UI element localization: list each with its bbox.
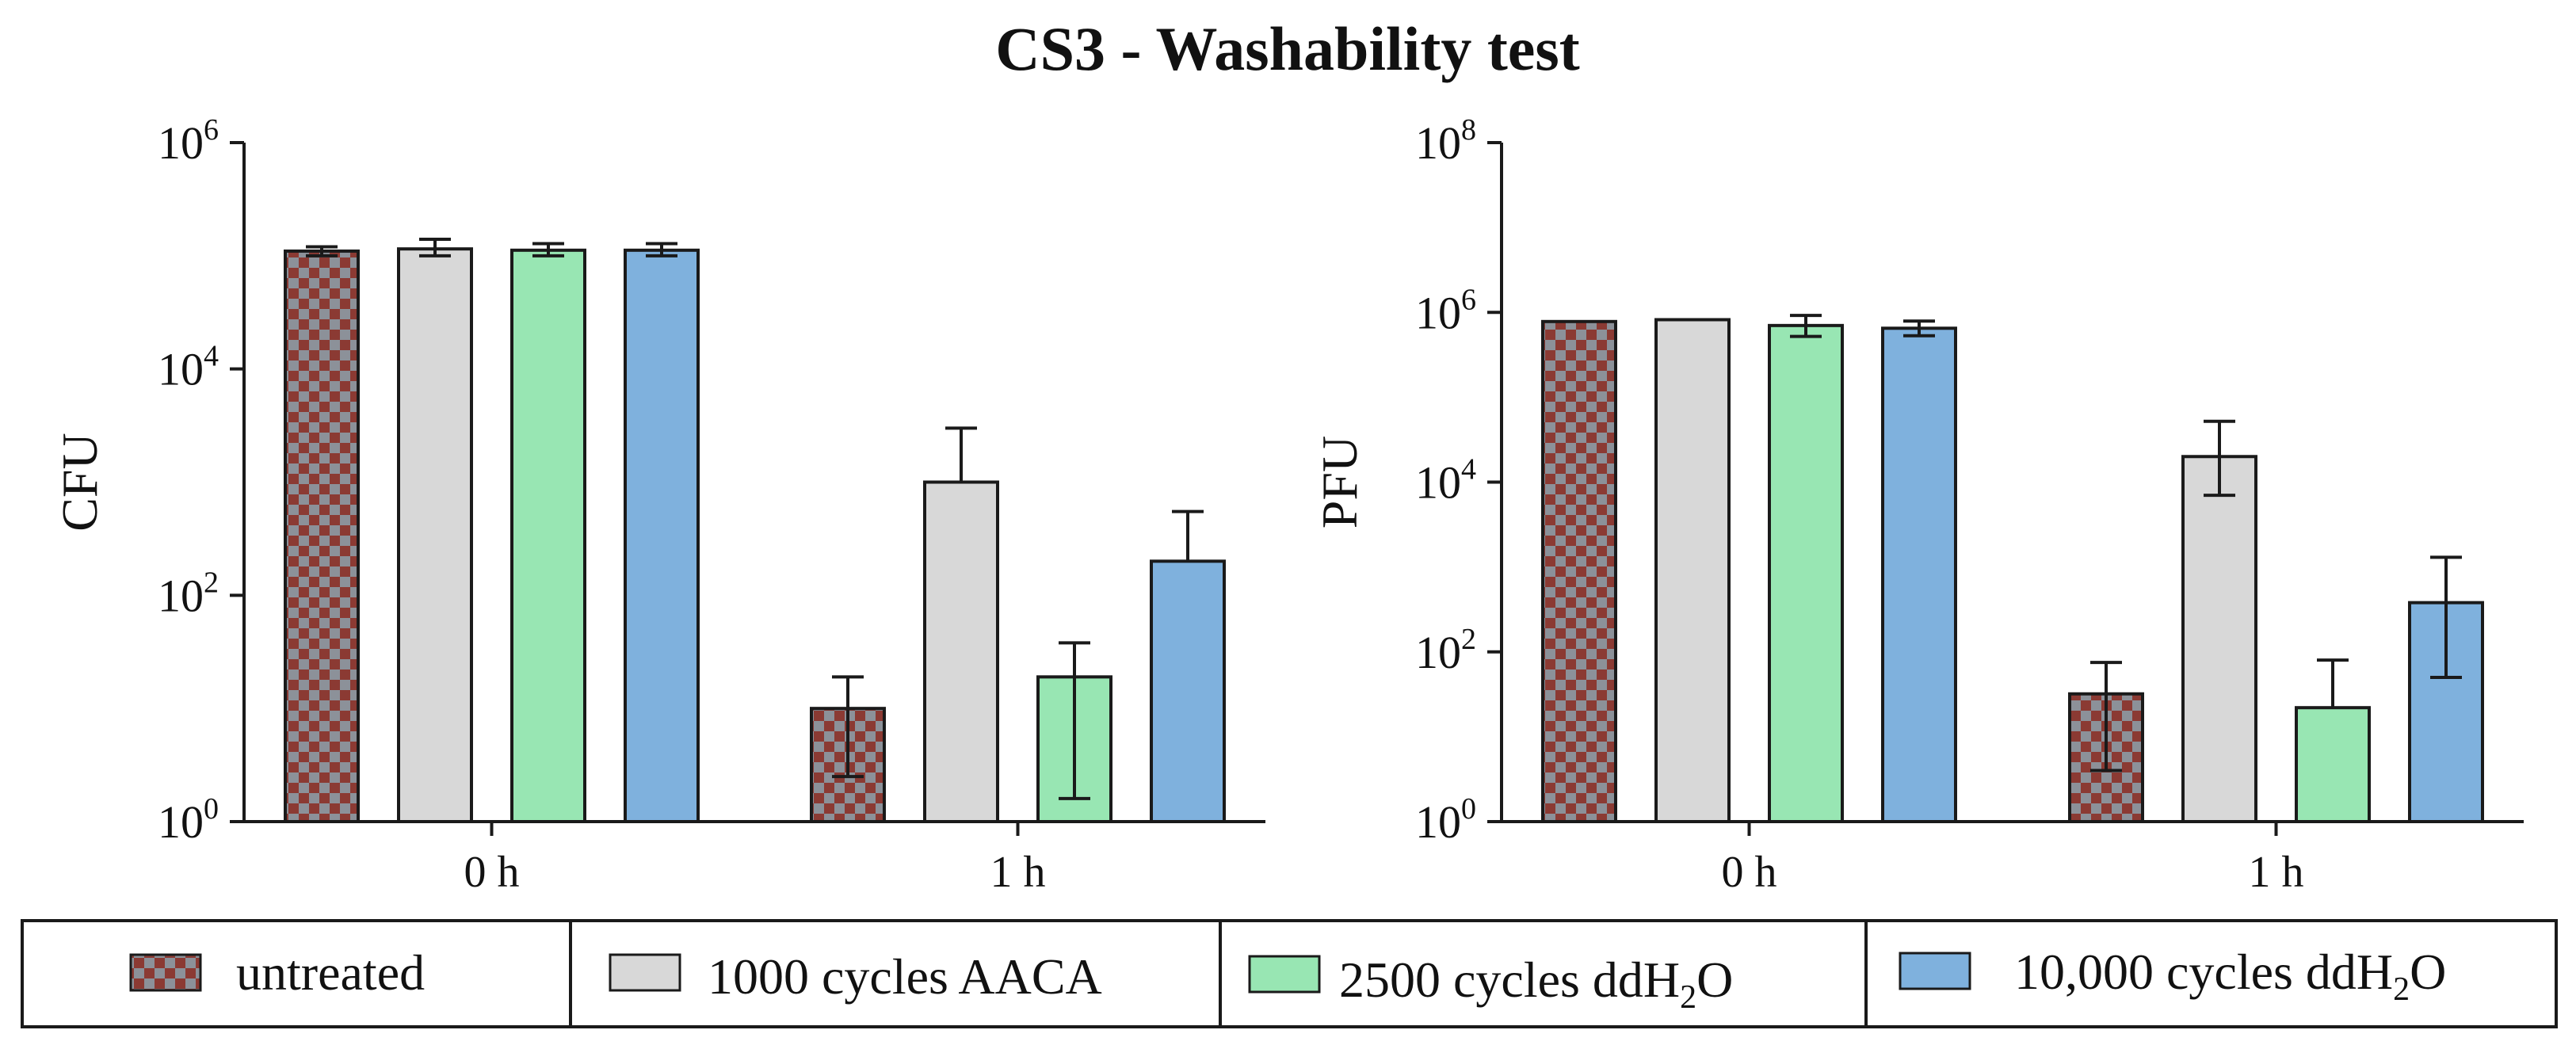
legend-swatch-dd10000 <box>1899 952 1971 990</box>
y-tick-base: 10 <box>1415 796 1461 848</box>
y-tick-exponent: 6 <box>204 113 219 147</box>
y-tick-label: 100 <box>1415 792 1476 848</box>
y-tick-label: 106 <box>1415 283 1476 338</box>
legend-item-untreated: untreated <box>129 944 425 1001</box>
legend-item-aaca: 1000 cycles AACA <box>609 948 1102 1005</box>
y-tick-base: 10 <box>158 570 204 621</box>
y-tick-exponent: 0 <box>204 792 219 826</box>
y-tick-label: 104 <box>158 340 219 395</box>
legend-frame <box>21 919 2558 1028</box>
bar-aaca <box>397 247 473 824</box>
y-tick-base: 10 <box>1415 287 1461 338</box>
legend-label-subscript: 2 <box>1680 979 1696 1016</box>
y-tick-label: 104 <box>1415 453 1476 509</box>
x-tick-label: 1 h <box>990 848 1046 897</box>
bar-aaca <box>1654 318 1731 824</box>
y-tick-exponent: 6 <box>1461 283 1476 316</box>
bar-untreated <box>1541 319 1617 823</box>
y-tick-base: 10 <box>158 344 204 395</box>
y-tick-base: 10 <box>1415 627 1461 678</box>
y-tick-exponent: 8 <box>1461 113 1476 147</box>
y-axis-label: PFU <box>1311 436 1368 528</box>
x-tick-label: 0 h <box>464 848 520 897</box>
legend-item-dd2500: 2500 cycles ddH2O <box>1248 952 1733 1016</box>
legend: untreated 1000 cycles AACA 2500 cycles d… <box>21 919 2558 1028</box>
chart-title: CS3 - Washability test <box>995 14 1580 83</box>
legend-label-subscript: 2 <box>2393 971 2410 1008</box>
bar-dd10000 <box>1150 559 1226 824</box>
bar-dd2500 <box>510 248 586 823</box>
legend-label-text: O <box>2410 944 2446 1000</box>
x-tick-label: 1 h <box>2249 848 2304 897</box>
y-tick-label: 102 <box>158 566 219 621</box>
y-tick-label: 102 <box>1415 623 1476 678</box>
y-tick-exponent: 2 <box>1461 623 1476 656</box>
y-tick-base: 10 <box>1415 457 1461 509</box>
y-tick-exponent: 2 <box>204 566 219 599</box>
y-tick-base: 10 <box>158 117 204 169</box>
y-tick-exponent: 0 <box>1461 792 1476 826</box>
bar-dd10000 <box>624 248 700 823</box>
bar-dd2500 <box>2295 706 2371 824</box>
y-tick-label: 100 <box>158 792 219 848</box>
x-tick-label: 0 h <box>1722 848 1777 897</box>
legend-label-untreated: untreated <box>236 944 425 1001</box>
legend-label-aaca: 1000 cycles AACA <box>708 948 1102 1005</box>
bar-aaca <box>923 480 999 823</box>
legend-label-text: 1000 cycles AACA <box>708 948 1102 1005</box>
y-axis-label: CFU <box>52 433 108 532</box>
legend-label-text: O <box>1696 952 1733 1008</box>
legend-label-text: 2500 cycles ddH <box>1339 952 1680 1008</box>
legend-item-dd10000: 10,000 cycles ddH2O <box>1899 944 2446 1008</box>
y-tick-base: 10 <box>158 796 204 848</box>
legend-swatch-untreated <box>129 953 202 992</box>
bar-dd10000 <box>1881 326 1957 823</box>
y-tick-exponent: 4 <box>1461 453 1476 486</box>
y-tick-label: 106 <box>158 113 219 169</box>
legend-swatch-dd2500 <box>1248 955 1321 994</box>
legend-label-text: 10,000 cycles ddH <box>2014 944 2393 1000</box>
y-tick-exponent: 4 <box>204 340 219 373</box>
legend-label-dd10000: 10,000 cycles ddH2O <box>2014 944 2446 1008</box>
y-tick-label: 108 <box>1415 113 1476 169</box>
bar-aaca <box>2181 455 2257 823</box>
legend-swatch-aaca <box>609 953 681 992</box>
legend-label-dd2500: 2500 cycles ddH2O <box>1339 952 1733 1016</box>
legend-label-text: untreated <box>236 944 425 1001</box>
bar-dd2500 <box>1768 323 1844 823</box>
bar-untreated <box>284 249 360 823</box>
y-tick-base: 10 <box>1415 117 1461 169</box>
